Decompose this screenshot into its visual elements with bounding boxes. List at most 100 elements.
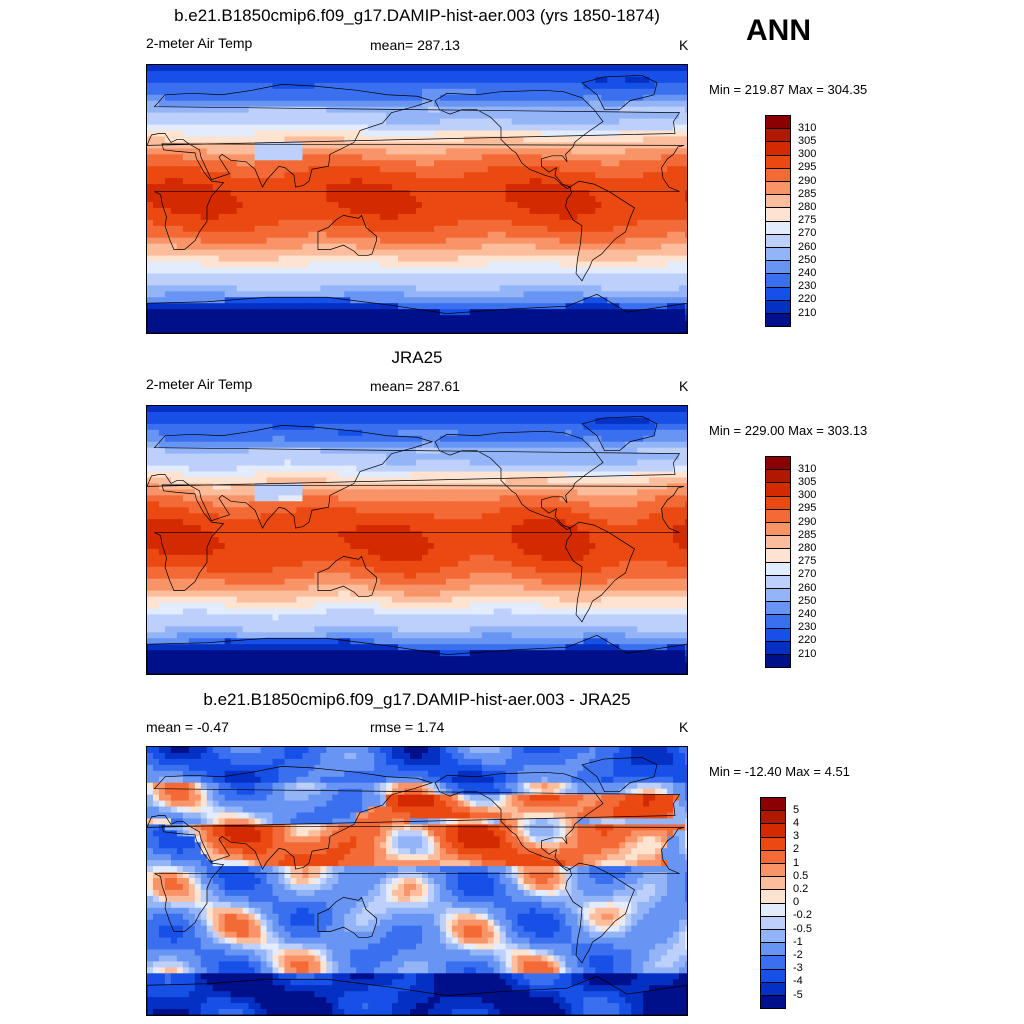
colorbar-label: 270 — [798, 568, 817, 581]
colorbar-swatch — [760, 981, 786, 996]
colorbar-swatch — [760, 968, 786, 983]
panel-2-title: JRA25 — [391, 348, 443, 367]
colorbar-label: -2 — [793, 948, 803, 961]
colorbar-swatch — [760, 823, 786, 838]
colorbar-swatch — [765, 535, 791, 550]
colorbar-swatch — [760, 889, 786, 904]
colorbar-label: 230 — [798, 280, 817, 293]
panel-3-units: K — [679, 719, 689, 735]
colorbar-label: 285 — [798, 528, 817, 541]
colorbar-swatch — [765, 482, 791, 497]
colorbar-swatch — [765, 627, 791, 642]
colorbar-swatch — [760, 942, 786, 957]
colorbar-swatch — [765, 495, 791, 510]
colorbar-swatch — [765, 115, 791, 130]
colorbar-swatch — [765, 313, 791, 328]
colorbar-swatch — [765, 260, 791, 275]
panel-3-minmax: Min = -12.40 Max = 4.51 — [709, 764, 850, 779]
colorbar-swatch — [760, 863, 786, 878]
colorbar-label: 290 — [798, 174, 817, 187]
colorbar-label: 240 — [798, 266, 817, 279]
panel-2-minmax: Min = 229.00 Max = 303.13 — [709, 423, 868, 438]
colorbar-label: 295 — [798, 161, 817, 174]
colorbar-swatch — [765, 508, 791, 523]
panel-1-units: K — [679, 37, 689, 53]
panel-1-colorbar: 310 305 300 295 290 285 280 275 270 260 250 240 230 2… — [765, 115, 835, 328]
season-label: ANN — [746, 14, 811, 47]
colorbar-swatch — [765, 640, 791, 655]
colorbar-swatch — [765, 207, 791, 222]
colorbar-label: 300 — [798, 489, 817, 502]
colorbar-swatch — [765, 522, 791, 537]
colorbar-label: 280 — [798, 541, 817, 554]
colorbar-swatch — [760, 810, 786, 825]
panel-1-title: b.e21.B1850cmip6.f09_g17.DAMIP-hist-aer.… — [174, 6, 660, 25]
panel-2-units: K — [679, 378, 689, 394]
colorbar-swatch — [760, 995, 786, 1010]
colorbar-label: 285 — [798, 187, 817, 200]
colorbar-label: 250 — [798, 253, 817, 266]
panel-3-mean-label: mean = -0.47 — [146, 719, 229, 735]
colorbar-swatch — [765, 574, 791, 589]
colorbar-swatch — [760, 929, 786, 944]
colorbar-label: -1 — [793, 935, 803, 948]
colorbar-swatch — [765, 601, 791, 616]
colorbar-label: 210 — [798, 647, 817, 660]
panel-2-map — [146, 405, 688, 675]
colorbar-label: -4 — [793, 975, 803, 988]
colorbar-label: 250 — [798, 594, 817, 607]
colorbar-label: -5 — [793, 988, 803, 1001]
colorbar-swatch — [765, 561, 791, 576]
colorbar-label: 305 — [798, 475, 817, 488]
colorbar-swatch — [765, 220, 791, 235]
colorbar-swatch — [765, 469, 791, 484]
panel-3-title: b.e21.B1850cmip6.f09_g17.DAMIP-hist-aer.… — [203, 690, 631, 709]
colorbar-swatch — [760, 836, 786, 851]
colorbar-label: -0.5 — [793, 922, 812, 935]
colorbar-label: 0.5 — [793, 869, 809, 882]
colorbar-swatch — [760, 955, 786, 970]
colorbar-label: 275 — [798, 214, 817, 227]
colorbar-swatch — [765, 233, 791, 248]
colorbar-label: 275 — [798, 555, 817, 568]
colorbar-label: 310 — [798, 462, 817, 475]
colorbar-label: 4 — [793, 816, 800, 829]
panel-1-map-field — [147, 65, 687, 333]
colorbar-swatch — [765, 154, 791, 169]
colorbar-swatch — [765, 286, 791, 301]
colorbar-swatch — [765, 194, 791, 209]
colorbar-label: 220 — [798, 634, 817, 647]
colorbar-label: 220 — [798, 293, 817, 306]
colorbar-label: 305 — [798, 134, 817, 147]
panel-3-map-field — [147, 747, 687, 1015]
colorbar-label: 310 — [798, 121, 817, 134]
colorbar-swatch — [760, 876, 786, 891]
colorbar-swatch — [765, 141, 791, 156]
colorbar-label: 260 — [798, 240, 817, 253]
colorbar-swatch — [765, 181, 791, 196]
colorbar-swatch — [765, 167, 791, 182]
colorbar-label: 1 — [793, 856, 800, 869]
colorbar-label: 3 — [793, 830, 800, 843]
colorbar-label: 290 — [798, 515, 817, 528]
panel-3-map — [146, 746, 688, 1016]
colorbar-swatch — [765, 273, 791, 288]
colorbar-swatch — [765, 588, 791, 603]
panel-2-mean-label: mean= 287.61 — [370, 378, 460, 394]
colorbar-swatch — [760, 915, 786, 930]
panel-2-map-field — [147, 406, 687, 674]
colorbar-swatch — [765, 654, 791, 669]
colorbar-label: 2 — [793, 843, 800, 856]
colorbar-label: 295 — [798, 502, 817, 515]
colorbar-swatch — [765, 247, 791, 262]
panel-2-variable-label: 2-meter Air Temp — [146, 376, 253, 392]
colorbar-swatch — [760, 797, 786, 812]
colorbar-label: -3 — [793, 962, 803, 975]
colorbar-swatch — [760, 902, 786, 917]
panel-3-rmse-label: rmse = 1.74 — [370, 719, 445, 735]
colorbar-label: 210 — [798, 306, 817, 319]
colorbar-swatch — [765, 456, 791, 471]
colorbar-swatch — [765, 128, 791, 143]
panel-1-minmax: Min = 219.87 Max = 304.35 — [709, 82, 868, 97]
panel-1-variable-label: 2-meter Air Temp — [146, 35, 253, 51]
